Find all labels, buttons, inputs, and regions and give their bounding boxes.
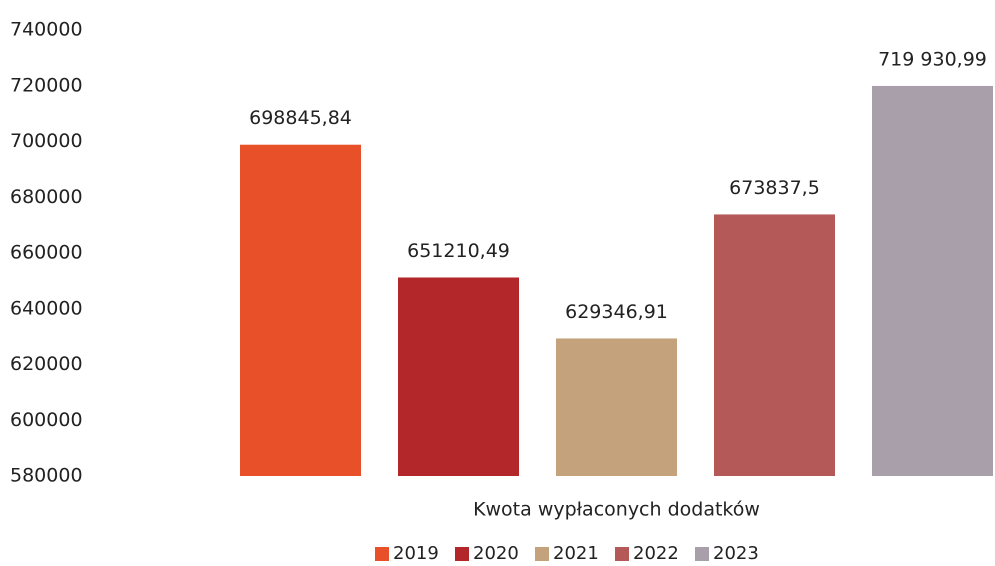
legend-label: 2021	[553, 543, 599, 564]
legend-label: 2020	[473, 543, 519, 564]
y-tick-label: 740000	[10, 19, 83, 41]
bar	[872, 85, 993, 476]
y-tick-label: 600000	[10, 409, 83, 431]
bar	[240, 144, 361, 476]
value-label: 651210,49	[407, 240, 510, 262]
value-label: 673837,5	[729, 177, 820, 199]
legend-swatch	[455, 547, 469, 561]
bar	[398, 277, 519, 476]
legend-swatch	[615, 547, 629, 561]
legend-label: 2023	[713, 543, 759, 564]
y-tick-label: 640000	[10, 297, 83, 319]
y-tick-label: 580000	[10, 465, 83, 487]
value-label: 719 930,99	[878, 48, 987, 70]
bar	[556, 338, 677, 476]
value-label: 629346,91	[565, 301, 668, 323]
y-tick-label: 700000	[10, 130, 83, 152]
x-tick-label: Kwota wypłaconych dodatków	[473, 499, 760, 521]
y-tick-label: 720000	[10, 74, 83, 96]
legend-swatch	[535, 547, 549, 561]
y-tick-label: 680000	[10, 186, 83, 208]
value-label: 698845,84	[249, 107, 352, 129]
y-tick-label: 660000	[10, 242, 83, 264]
legend-label: 2019	[393, 543, 439, 564]
bar	[714, 214, 835, 476]
legend-swatch	[695, 547, 709, 561]
legend-label: 2022	[633, 543, 679, 564]
legend-swatch	[375, 547, 389, 561]
y-tick-label: 620000	[10, 353, 83, 375]
